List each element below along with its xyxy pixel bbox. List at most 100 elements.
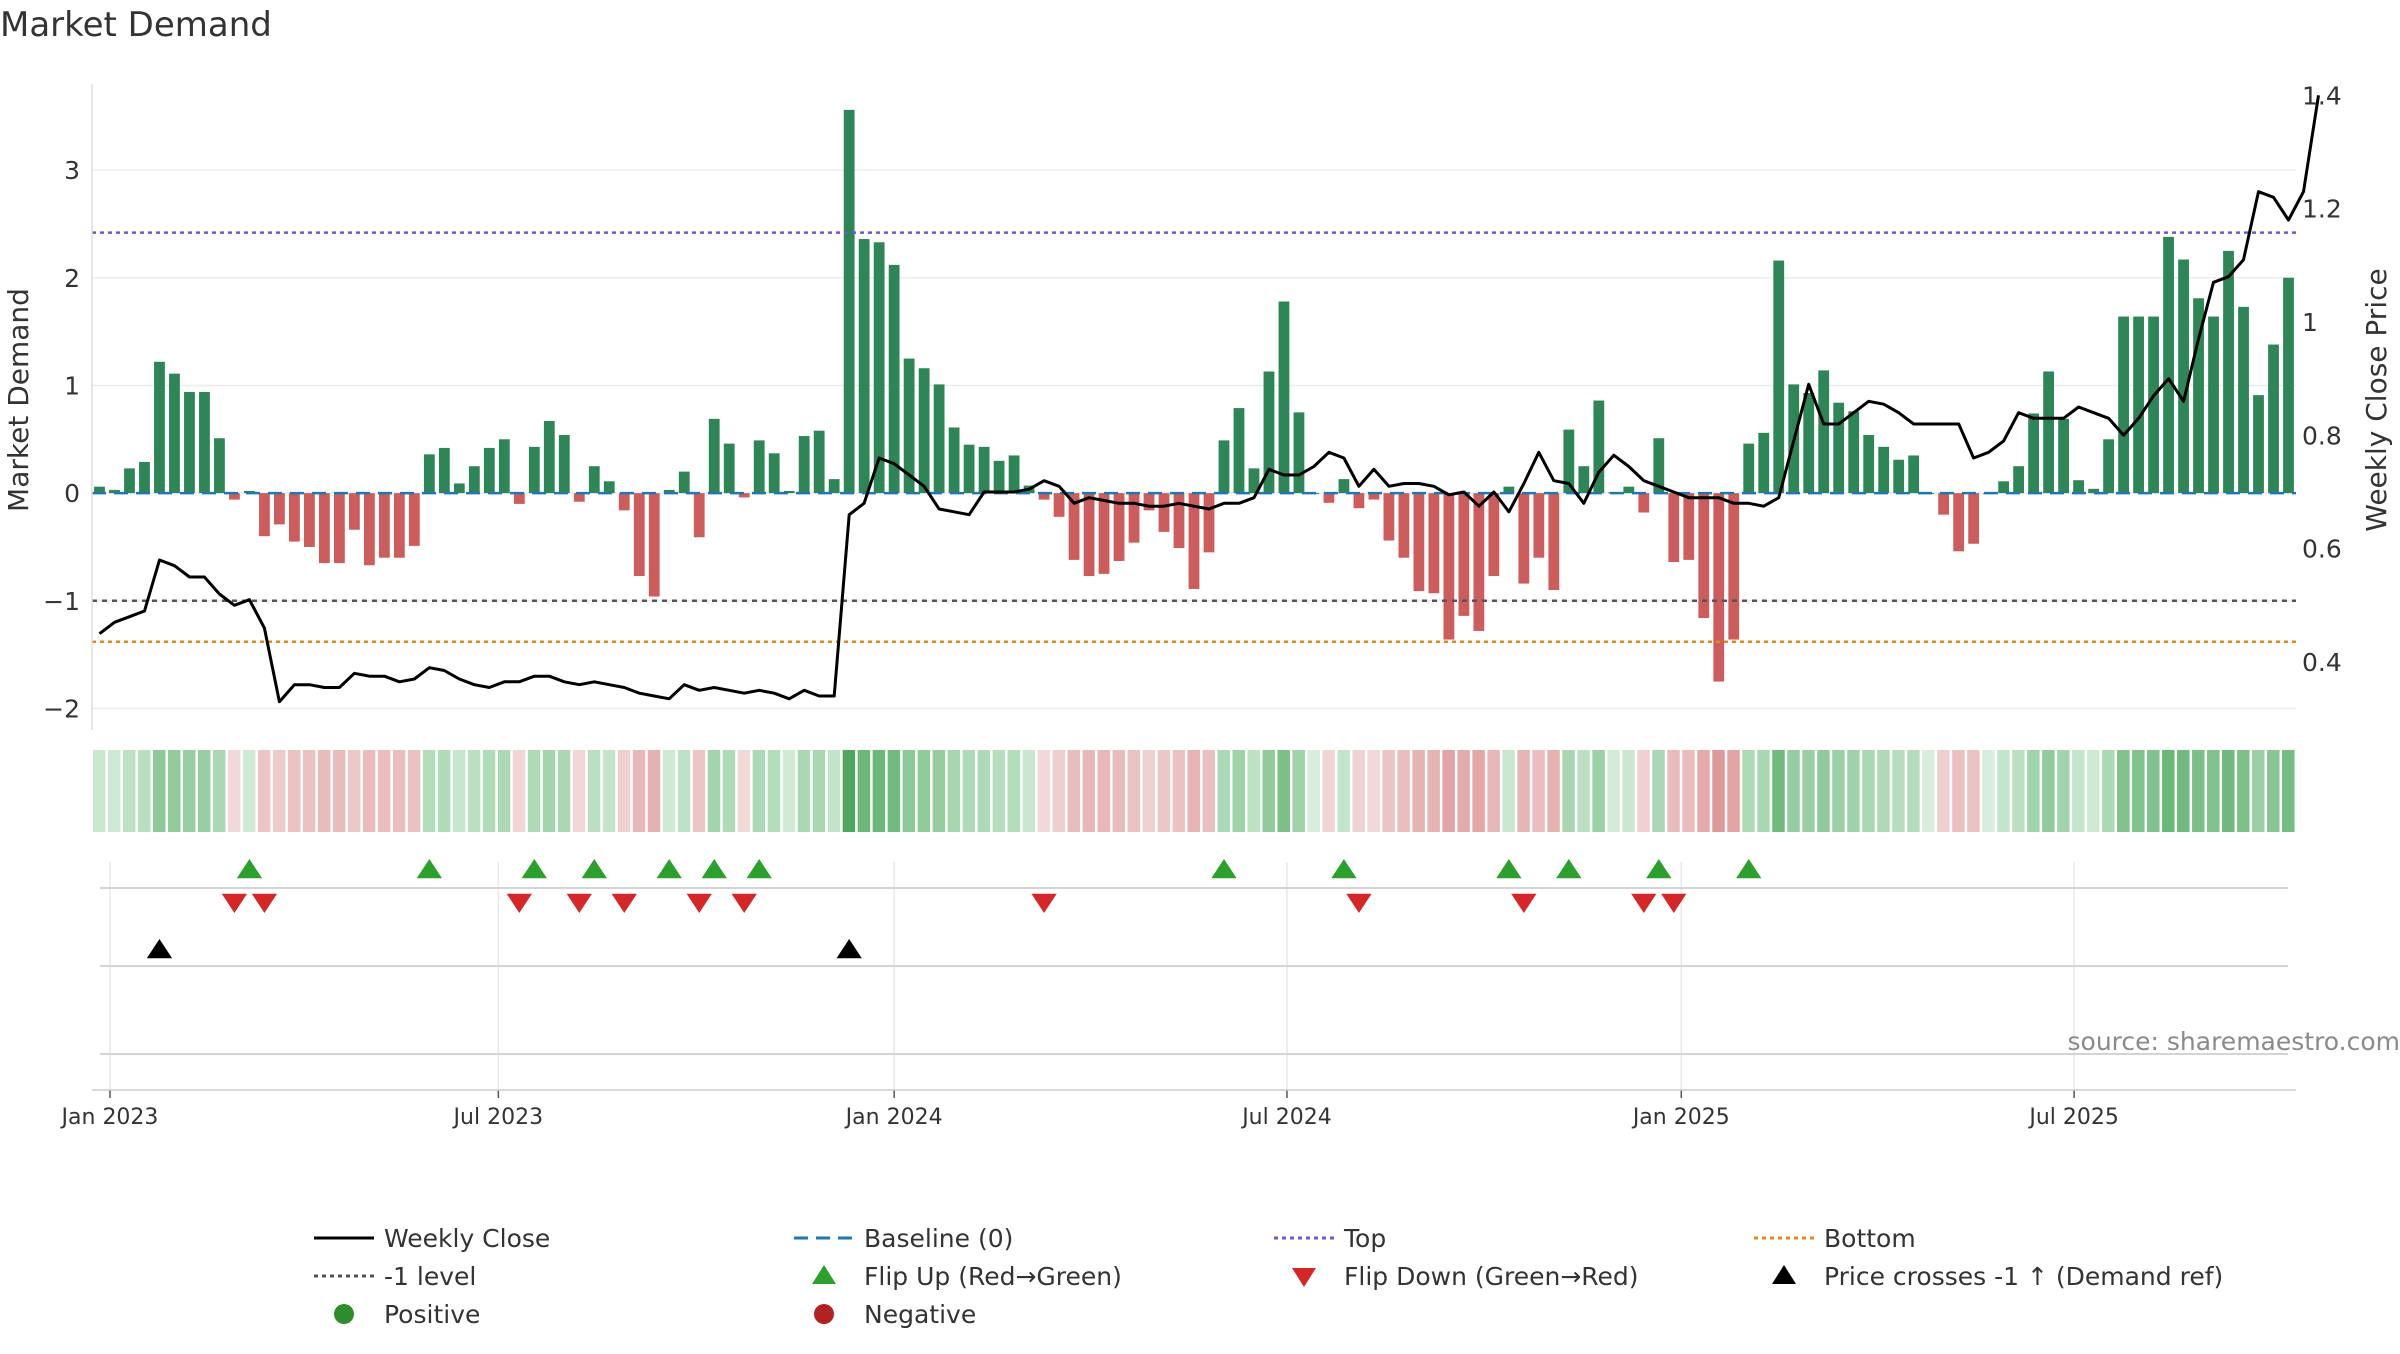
- demand-bar: [214, 438, 225, 493]
- heat-strip-cell: [528, 750, 540, 832]
- heat-strip-cell: [1113, 750, 1125, 832]
- legend-label: -1 level: [384, 1262, 476, 1291]
- demand-bar: [1458, 493, 1469, 616]
- demand-bar: [1084, 493, 1095, 576]
- heat-strip-cell: [1877, 750, 1889, 832]
- demand-bar: [2223, 251, 2234, 493]
- demand-bar: [2118, 317, 2129, 494]
- heat-strip-cell: [663, 750, 675, 832]
- heat-strip-cell: [2207, 750, 2219, 832]
- heat-strip-cell: [648, 750, 660, 832]
- demand-bar: [1354, 493, 1365, 508]
- heat-strip-cell: [1502, 750, 1514, 832]
- heat-strip-cell: [558, 750, 570, 832]
- heat-strip-cell: [1412, 750, 1424, 832]
- heat-strip-cell: [618, 750, 630, 832]
- heat-strip-cell: [483, 750, 495, 832]
- heat-strip-cell: [2042, 750, 2054, 832]
- demand-bar: [1878, 447, 1889, 493]
- heat-strip-cell: [1892, 750, 1904, 832]
- y2-tick-label: 1.2: [2302, 195, 2342, 224]
- heat-strip-cell: [2147, 750, 2159, 832]
- demand-bar: [649, 493, 660, 596]
- heat-strip-cell: [1997, 750, 2009, 832]
- heat-strip-cell: [888, 750, 900, 832]
- demand-bar: [889, 265, 900, 493]
- heat-strip-cell: [1517, 750, 1529, 832]
- y2-tick-label: 0.6: [2302, 535, 2342, 564]
- y-tick-label: 2: [64, 264, 80, 293]
- demand-bar: [1144, 493, 1155, 510]
- heat-strip-cell: [1652, 750, 1664, 832]
- heat-strip-cell: [963, 750, 975, 832]
- heat-strip-cell: [2267, 750, 2279, 832]
- demand-bar: [184, 392, 195, 493]
- heat-strip-cell: [2102, 750, 2114, 832]
- heat-strip-cell: [2222, 750, 2234, 832]
- demand-bar: [2253, 395, 2264, 493]
- heat-strip-cell: [93, 750, 105, 832]
- heat-strip-cell: [2177, 750, 2189, 832]
- heat-strip-cell: [2282, 750, 2294, 832]
- demand-bar: [1279, 301, 1290, 493]
- heat-strip-cell: [1637, 750, 1649, 832]
- demand-bar: [349, 493, 360, 530]
- demand-bar: [2013, 466, 2024, 493]
- demand-bar: [814, 431, 825, 493]
- demand-bar: [1548, 493, 1559, 590]
- heat-strip-cell: [768, 750, 780, 832]
- heat-strip-cell: [1038, 750, 1050, 832]
- source-label: source: sharemaestro.com: [2068, 1027, 2400, 1056]
- heat-strip-cell: [1952, 750, 1964, 832]
- demand-bar: [1578, 466, 1589, 493]
- demand-bar: [304, 493, 315, 547]
- heat-strip-cell: [198, 750, 210, 832]
- legend-label: Top: [1343, 1224, 1386, 1253]
- heat-strip-cell: [243, 750, 255, 832]
- heat-strip-cell: [1922, 750, 1934, 832]
- demand-bar: [1204, 493, 1215, 552]
- heat-strip-cell: [2192, 750, 2204, 832]
- legend-label: Weekly Close: [384, 1224, 550, 1253]
- heat-strip-cell: [1143, 750, 1155, 832]
- heat-strip-cell: [1307, 750, 1319, 832]
- demand-bar: [439, 448, 450, 493]
- heat-strip-cell: [693, 750, 705, 832]
- heat-strip-cell: [1337, 750, 1349, 832]
- heat-strip-cell: [1083, 750, 1095, 832]
- demand-bar: [394, 493, 405, 558]
- demand-bar: [529, 447, 540, 493]
- demand-bar: [859, 239, 870, 493]
- heat-strip-cell: [513, 750, 525, 832]
- demand-bar: [589, 466, 600, 493]
- heat-strip-cell: [153, 750, 165, 832]
- heat-strip-cell: [1967, 750, 1979, 832]
- demand-bar: [1443, 493, 1454, 639]
- heat-strip-cell: [1472, 750, 1484, 832]
- heat-strip-cell: [303, 750, 315, 832]
- heat-strip-cell: [723, 750, 735, 832]
- demand-bar: [1998, 481, 2009, 493]
- heat-strip-cell: [1068, 750, 1080, 832]
- demand-bar: [169, 374, 180, 494]
- heat-strip-cell: [1158, 750, 1170, 832]
- heat-strip-cell: [933, 750, 945, 832]
- demand-bar: [2268, 345, 2279, 494]
- legend-item: Flip Down (Green→Red): [1292, 1262, 1639, 1291]
- heat-strip-cell: [1397, 750, 1409, 832]
- heat-strip-cell: [1712, 750, 1724, 832]
- demand-bar: [679, 472, 690, 494]
- demand-bar: [2208, 317, 2219, 494]
- heat-strip-cell: [978, 750, 990, 832]
- demand-bar: [799, 436, 810, 493]
- x-tick-label: Jan 2023: [60, 1105, 159, 1130]
- demand-bar: [1219, 440, 1230, 493]
- demand-bar: [1099, 493, 1110, 574]
- demand-bar: [1488, 493, 1499, 576]
- legend-label: Baseline (0): [864, 1224, 1013, 1253]
- demand-bar: [919, 368, 930, 493]
- heat-strip-cell: [993, 750, 1005, 832]
- demand-bar: [484, 448, 495, 493]
- demand-bar: [1968, 493, 1979, 544]
